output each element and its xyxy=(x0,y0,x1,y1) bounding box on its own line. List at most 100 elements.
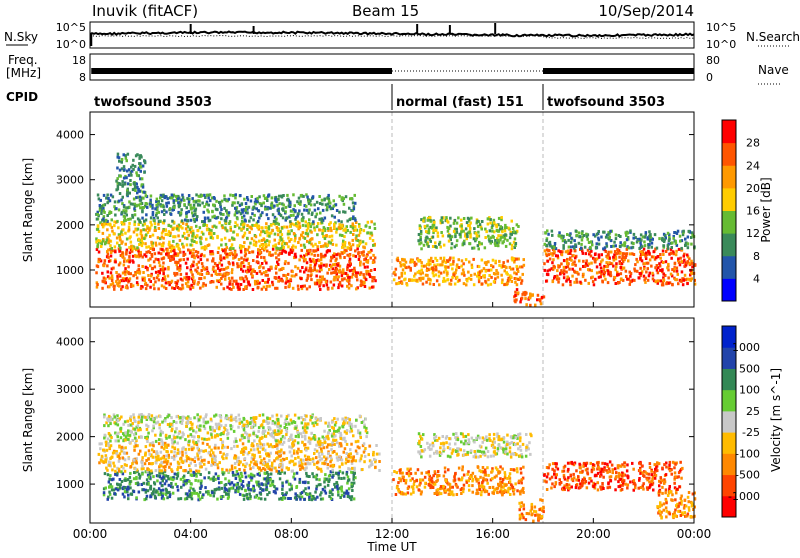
data-cell xyxy=(228,495,231,498)
data-cell xyxy=(476,220,479,223)
data-cell xyxy=(343,477,346,480)
data-cell xyxy=(436,279,439,282)
data-cell xyxy=(197,479,200,482)
data-cell xyxy=(154,280,157,283)
data-cell xyxy=(299,468,302,471)
data-cell xyxy=(552,258,555,261)
data-cell xyxy=(143,279,146,282)
data-cell xyxy=(168,224,171,227)
data-cell xyxy=(317,222,320,225)
data-cell xyxy=(181,227,184,230)
data-cell xyxy=(152,234,155,237)
data-cell xyxy=(210,464,213,467)
data-cell xyxy=(285,481,288,484)
data-cell xyxy=(576,281,579,284)
data-cell xyxy=(296,225,299,228)
data-cell xyxy=(495,260,498,263)
data-cell xyxy=(138,491,141,494)
data-cell xyxy=(352,254,355,257)
data-cell xyxy=(346,279,349,282)
data-cell xyxy=(142,242,145,245)
data-cell xyxy=(517,225,520,228)
data-cell xyxy=(203,220,206,223)
data-cell xyxy=(355,271,358,274)
data-cell xyxy=(264,449,267,452)
data-cell xyxy=(119,235,122,238)
data-cell xyxy=(481,259,484,262)
data-cell xyxy=(355,459,358,462)
data-cell xyxy=(271,462,274,465)
data-cell xyxy=(657,255,660,258)
data-cell xyxy=(326,206,329,209)
data-cell xyxy=(299,203,302,206)
data-cell xyxy=(216,286,219,289)
data-cell xyxy=(622,252,625,255)
data-cell xyxy=(569,283,572,286)
data-cell xyxy=(432,236,435,239)
data-cell xyxy=(205,247,208,250)
data-cell xyxy=(522,273,525,276)
data-cell xyxy=(231,277,234,280)
data-cell xyxy=(459,236,462,239)
data-cell xyxy=(294,496,297,499)
data-cell xyxy=(190,284,193,287)
data-cell xyxy=(224,278,227,281)
data-cell xyxy=(206,258,209,261)
data-cell xyxy=(187,219,190,222)
data-cell xyxy=(259,467,262,470)
data-cell xyxy=(145,246,148,249)
data-cell xyxy=(591,276,594,279)
data-cell xyxy=(252,487,255,490)
data-cell xyxy=(555,254,558,257)
data-cell xyxy=(456,263,459,266)
data-cell xyxy=(262,467,265,470)
data-cell xyxy=(163,497,166,500)
data-cell xyxy=(363,442,366,445)
data-cell xyxy=(606,245,609,248)
data-cell xyxy=(238,468,241,471)
data-cell xyxy=(123,479,126,482)
data-cell xyxy=(501,279,504,282)
data-cell xyxy=(262,279,265,282)
data-cell xyxy=(287,273,290,276)
data-cell xyxy=(103,449,106,452)
data-cell xyxy=(329,491,332,494)
y-tick-label: 3000 xyxy=(56,174,84,187)
data-cell xyxy=(267,281,270,284)
data-cell xyxy=(343,203,346,206)
data-cell xyxy=(648,274,651,277)
data-cell xyxy=(349,448,352,451)
data-cell xyxy=(292,445,295,448)
data-cell xyxy=(229,194,232,197)
data-cell xyxy=(289,201,292,204)
data-cell xyxy=(111,485,114,488)
data-cell xyxy=(353,475,356,478)
data-cell xyxy=(281,233,284,236)
data-cell xyxy=(311,472,314,475)
data-cell xyxy=(262,266,265,269)
data-cell xyxy=(312,457,315,460)
data-cell xyxy=(547,249,550,252)
data-cell xyxy=(125,176,128,179)
data-cell xyxy=(307,447,310,450)
data-cell xyxy=(152,248,155,251)
data-cell xyxy=(177,280,180,283)
data-cell xyxy=(188,234,191,237)
data-cell xyxy=(106,250,109,253)
data-cell xyxy=(180,486,183,489)
data-cell xyxy=(243,494,246,497)
data-cell xyxy=(149,199,152,202)
data-cell xyxy=(647,267,650,270)
data-cell xyxy=(244,472,247,475)
data-cell xyxy=(318,218,321,221)
data-cell xyxy=(108,277,111,280)
data-cell xyxy=(233,280,236,283)
data-cell xyxy=(304,487,307,490)
data-cell xyxy=(134,165,137,168)
data-cell xyxy=(523,258,526,261)
data-cell xyxy=(275,451,278,454)
data-cell xyxy=(162,257,165,260)
data-cell xyxy=(556,269,559,272)
data-cell xyxy=(123,215,126,218)
data-cell xyxy=(326,251,329,254)
